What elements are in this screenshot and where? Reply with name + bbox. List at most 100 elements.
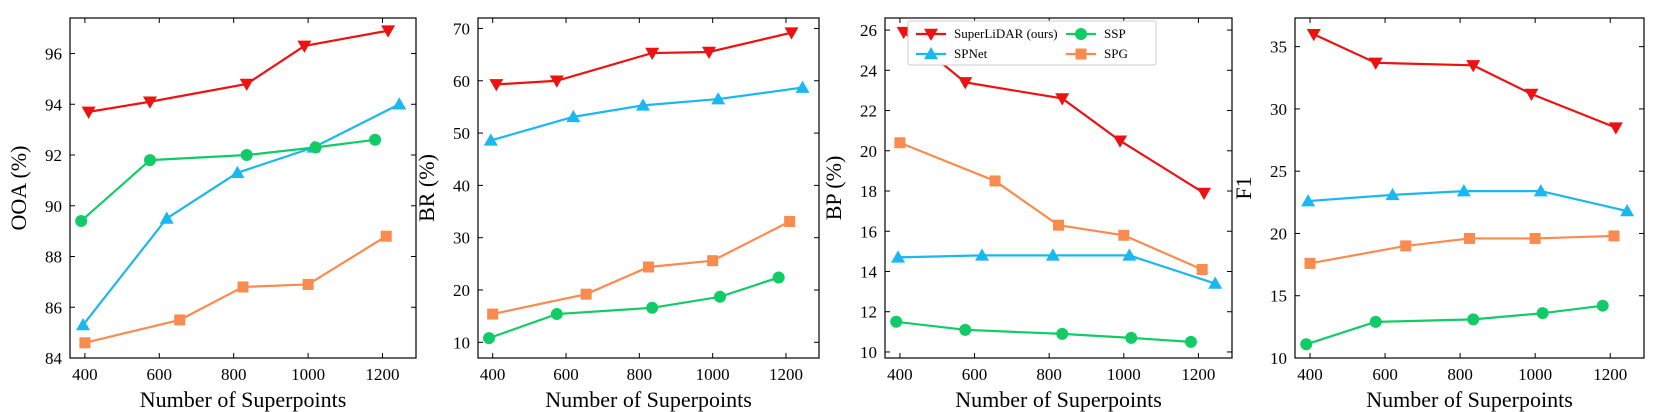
data-point — [711, 92, 726, 105]
data-point — [230, 165, 245, 179]
data-point — [702, 46, 716, 59]
series-line — [896, 320, 1192, 344]
y-tick-label: 10 — [453, 333, 470, 352]
x-tick-label: 1000 — [696, 365, 730, 384]
x-tick-label: 1200 — [1593, 365, 1627, 384]
data-point — [483, 332, 495, 345]
data-point — [142, 96, 157, 109]
data-point — [81, 106, 96, 119]
x-axis-label: Number of Superpoints — [1366, 387, 1573, 412]
data-point — [1045, 248, 1060, 261]
data-point — [772, 271, 785, 284]
data-point — [1596, 299, 1609, 312]
x-tick-label: 1200 — [1181, 365, 1215, 384]
data-point — [1055, 93, 1070, 106]
data-point — [392, 97, 407, 110]
series-3 — [483, 271, 785, 345]
series-4 — [79, 230, 392, 349]
series-3 — [890, 315, 1197, 348]
data-point — [1053, 219, 1064, 231]
legend-label: SPG — [1104, 46, 1128, 61]
legend-label: SSP — [1104, 26, 1126, 41]
y-tick-label: 15 — [1270, 287, 1287, 306]
data-point — [143, 154, 156, 167]
y-tick-label: 84 — [45, 349, 63, 368]
y-tick-label: 96 — [45, 45, 62, 64]
data-point — [483, 133, 498, 146]
y-tick-label: 10 — [1270, 349, 1287, 368]
data-point — [1466, 60, 1481, 73]
y-tick-label: 18 — [860, 182, 877, 201]
series-line — [490, 86, 803, 142]
y-tick-label: 12 — [860, 303, 877, 322]
series-line — [84, 235, 387, 344]
data-point — [1536, 307, 1549, 320]
y-tick-label: 35 — [1270, 38, 1287, 57]
y-tick-label: 14 — [860, 262, 878, 281]
x-tick-label: 400 — [1297, 365, 1323, 384]
data-point — [237, 281, 249, 293]
chart-panel-3: 400 600 800 1000 1200 10 12 14 16 18 20 22 24 26 Numbe… — [821, 17, 1233, 412]
data-point — [1620, 204, 1635, 217]
series-line — [80, 138, 376, 222]
data-point — [784, 215, 796, 227]
data-point — [646, 301, 659, 314]
y-axis-label: BP (%) — [821, 156, 846, 221]
series-line — [1313, 33, 1617, 129]
series-1 — [1306, 28, 1623, 135]
data-point — [1208, 276, 1223, 289]
data-point — [240, 149, 253, 162]
data-point — [1533, 184, 1548, 197]
series-3 — [75, 133, 382, 227]
data-point — [1301, 194, 1316, 207]
data-point — [580, 288, 592, 300]
data-point — [636, 98, 650, 111]
data-point — [1300, 338, 1313, 351]
y-tick-label: 70 — [453, 19, 470, 38]
data-point — [1306, 28, 1321, 42]
y-tick-label: 22 — [860, 102, 877, 121]
data-point — [487, 308, 499, 320]
y-axis-label: F1 — [1231, 176, 1256, 199]
x-tick-label: 600 — [1372, 365, 1398, 384]
data-point — [302, 278, 314, 290]
data-point — [1400, 240, 1412, 252]
data-point — [795, 80, 810, 93]
data-point — [1529, 232, 1541, 244]
legend-item: SuperLiDAR (ours) — [916, 26, 1058, 41]
x-tick-label: 1000 — [1518, 365, 1552, 384]
series-line — [88, 29, 389, 113]
legend-label: SuperLiDAR (ours) — [954, 26, 1058, 41]
legend-label: SPNet — [954, 46, 988, 61]
data-point — [239, 78, 254, 91]
data-point — [1369, 315, 1382, 328]
series-line — [1305, 304, 1603, 346]
data-point — [1113, 135, 1128, 148]
data-point — [1197, 187, 1212, 201]
series-line — [488, 276, 780, 340]
series-1 — [81, 25, 396, 119]
data-point — [566, 109, 581, 123]
data-point — [891, 250, 906, 263]
series-1 — [896, 26, 1212, 201]
x-axis-label: Number of Superpoints — [545, 387, 752, 412]
legend-marker — [1075, 28, 1087, 40]
data-point — [76, 318, 91, 331]
y-tick-label: 25 — [1270, 162, 1287, 181]
data-point — [958, 77, 973, 90]
y-tick-label: 92 — [45, 146, 62, 165]
x-tick-label: 800 — [1447, 365, 1473, 384]
series-line — [899, 141, 1203, 271]
data-point — [975, 248, 990, 261]
series-2 — [891, 248, 1223, 289]
x-tick-label: 1200 — [769, 365, 803, 384]
data-point — [989, 175, 1001, 187]
y-axis-label: BR (%) — [414, 154, 439, 222]
series-2 — [1301, 184, 1635, 217]
data-point — [1467, 313, 1480, 326]
data-point — [489, 79, 504, 92]
legend-item: SPNet — [916, 46, 988, 61]
series-4 — [1304, 230, 1620, 269]
legend-marker — [924, 47, 938, 60]
y-tick-label: 10 — [860, 343, 877, 362]
